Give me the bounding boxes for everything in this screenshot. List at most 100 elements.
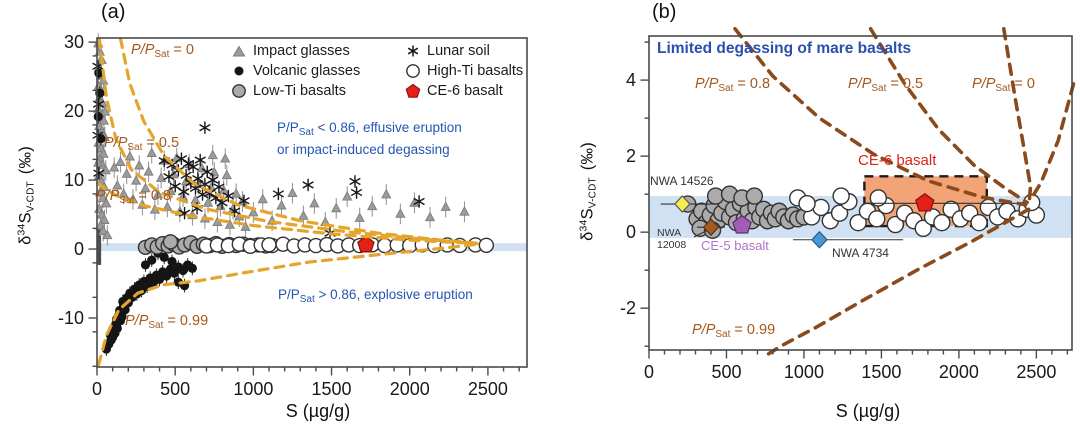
mass-superscript: 34 bbox=[15, 223, 28, 236]
ppsat-sub: Sat bbox=[995, 83, 1011, 94]
red-pentagon-icon bbox=[405, 83, 421, 99]
sample-ce-6-basalt bbox=[867, 192, 1017, 212]
sample-nwa-12008 bbox=[697, 218, 725, 237]
note-text: < 0.86, effusive eruption bbox=[313, 120, 462, 135]
series-ce-6-basalt bbox=[357, 235, 375, 253]
delta-symbol: δ bbox=[16, 235, 35, 245]
panel-a-label: (a) bbox=[101, 1, 126, 23]
svg-text:1500: 1500 bbox=[312, 379, 352, 399]
svg-text:1000: 1000 bbox=[784, 362, 824, 382]
svg-text:30: 30 bbox=[64, 32, 84, 52]
ppsat-pre: P/P bbox=[848, 76, 872, 92]
x-axis-title-b: S (µg/g) bbox=[835, 401, 901, 421]
nwa12008-label: NWA 12008 bbox=[657, 227, 686, 251]
nwa12008-label-line2: 12008 bbox=[657, 239, 687, 251]
legend-label: Low-Ti basalts bbox=[253, 83, 346, 99]
legend: Impact glasses Lunar soil Volcanic glass… bbox=[231, 41, 523, 101]
series-volcanic-glasses bbox=[93, 66, 197, 356]
degassing-curve-p-psat-0 bbox=[118, 37, 479, 245]
standard-subscript: V-CDT bbox=[587, 177, 599, 209]
legend-label: Impact glasses bbox=[253, 43, 350, 59]
svg-text:0: 0 bbox=[644, 362, 654, 382]
legend-label: High-Ti basalts bbox=[427, 63, 524, 79]
ppsat-sub: Sat bbox=[718, 83, 734, 94]
ppsat-value: = 0.99 bbox=[730, 322, 776, 338]
ppsat-value: = 0.5 bbox=[886, 76, 924, 92]
permil-unit: (‰) bbox=[578, 142, 597, 171]
sample-nwa-4734 bbox=[793, 230, 904, 249]
ppsat-sub: Sat bbox=[148, 320, 164, 331]
permil-unit: (‰) bbox=[16, 146, 35, 175]
degassing-curve-p-psat-0-8 bbox=[96, 181, 479, 246]
axis-tick-labels: 0 500 1000 1500 2000 2500 -2 0 2 4 bbox=[620, 70, 1056, 382]
psat-099-label-b: P/PSat = 0.99 bbox=[692, 322, 775, 340]
sample-ce-5-basalt bbox=[732, 214, 752, 234]
degassing-curve-p-psat-0-5 bbox=[868, 27, 1029, 205]
mass-superscript: 34 bbox=[577, 219, 590, 232]
axis-ticks bbox=[88, 41, 520, 376]
effusive-note-line2: or impact-induced degassing bbox=[277, 142, 450, 157]
psat-05-label-b: P/PSat = 0.5 bbox=[848, 76, 923, 94]
degassing-curve-p-psat-0-99 bbox=[97, 242, 479, 367]
element-symbol: S bbox=[16, 212, 35, 224]
svg-text:500: 500 bbox=[160, 379, 190, 399]
psat-0-label-a: P/PSat = 0 bbox=[131, 42, 194, 60]
ppsat-sub: Sat bbox=[119, 195, 135, 206]
ppsat-value: = 0.99 bbox=[163, 313, 209, 329]
ppsat-pre: P/P bbox=[104, 135, 128, 151]
ce5-basalt-label: CE-5 basalt bbox=[701, 238, 769, 253]
ppsat-value: = 0 bbox=[169, 42, 194, 58]
y-axis-title-a: δ34SV-CDT (‰) bbox=[16, 86, 37, 306]
ppsat-pre: P/P bbox=[131, 42, 155, 58]
legend-item-ce6-basalt: CE-6 basalt bbox=[405, 81, 523, 101]
sample-nwa-14526 bbox=[660, 195, 718, 213]
legend-label: Lunar soil bbox=[427, 43, 490, 59]
ppsat-pre: P/P bbox=[692, 322, 716, 338]
standard-subscript: V-CDT bbox=[25, 181, 37, 213]
effusive-note-line1: P/PSat < 0.86, effusive eruption bbox=[277, 119, 462, 141]
ppsat-sub: Sat bbox=[715, 329, 731, 340]
legend-item-impact-glasses: Impact glasses bbox=[231, 41, 401, 61]
svg-text:-2: -2 bbox=[620, 298, 636, 318]
axis-ticks bbox=[640, 41, 1069, 359]
panel-a-plot: 0 500 1000 1500 2000 2500 -10 0 10 20 30 bbox=[58, 32, 528, 399]
degassing-curve-p-psat-0-right-branch bbox=[1028, 82, 1076, 202]
degassing-curve-p-psat-0-8 bbox=[733, 27, 1028, 207]
svg-text:0: 0 bbox=[626, 222, 636, 242]
svg-text:1000: 1000 bbox=[233, 379, 273, 399]
ppsat-pre: P/P bbox=[972, 76, 996, 92]
ppsat-sub: Sat bbox=[154, 49, 170, 60]
ppsat-value: = 0 bbox=[1010, 76, 1035, 92]
ppsat-sub: Sat bbox=[298, 127, 314, 138]
svg-text:0: 0 bbox=[92, 379, 102, 399]
psat-08-label-a: P/PSat = 0.8 bbox=[96, 188, 171, 206]
ppsat-sub: Sat bbox=[871, 83, 887, 94]
axis-tick-labels: 0 500 1000 1500 2000 2500 -10 0 10 20 30 bbox=[58, 32, 508, 399]
svg-text:20: 20 bbox=[64, 101, 84, 121]
svg-text:4: 4 bbox=[626, 70, 636, 90]
ce6-basalt-label: CE-6 basalt bbox=[858, 152, 937, 169]
ppsat-pre: P/P bbox=[278, 287, 300, 302]
black-dot-icon bbox=[231, 63, 247, 79]
ppsat-value: = 0.8 bbox=[134, 188, 172, 204]
legend-label: Volcanic glasses bbox=[253, 63, 361, 79]
nwa12008-label-line1: NWA bbox=[657, 227, 682, 239]
psat-08-label-b: P/PSat = 0.8 bbox=[695, 76, 770, 94]
x-axis-title-a: S (µg/g) bbox=[285, 401, 351, 421]
delta-symbol: δ bbox=[578, 231, 597, 241]
legend-item-lunar-soil: Lunar soil bbox=[405, 41, 523, 61]
nwa4734-label: NWA 4734 bbox=[832, 246, 889, 260]
asterisk-icon bbox=[405, 43, 421, 59]
ppsat-pre: P/P bbox=[96, 188, 120, 204]
svg-text:1500: 1500 bbox=[861, 362, 901, 382]
gray-circle-icon bbox=[231, 83, 247, 99]
ppsat-value: = 0.8 bbox=[733, 76, 771, 92]
svg-text:2500: 2500 bbox=[1016, 362, 1056, 382]
legend-item-low-ti-basalts: Low-Ti basalts bbox=[231, 81, 401, 101]
svg-text:2000: 2000 bbox=[390, 379, 430, 399]
degassing-curve-p-psat-0-5 bbox=[97, 37, 479, 245]
plot-frame bbox=[648, 35, 1073, 351]
degassing-curve-p-psat-0-99 bbox=[766, 207, 1031, 356]
